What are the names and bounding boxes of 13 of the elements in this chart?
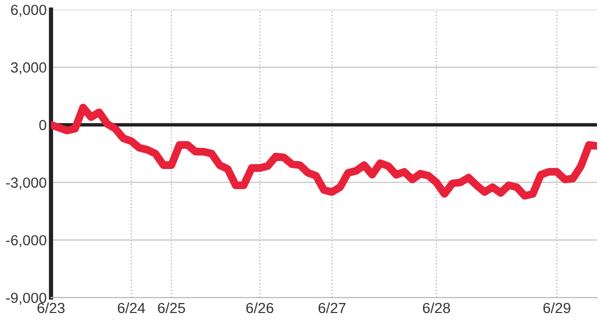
y-tick-label: 3,000	[10, 62, 46, 74]
x-tick-label: 6/24	[118, 302, 146, 314]
x-tick-label: 6/29	[543, 302, 570, 314]
x-tick-label: 6/27	[318, 302, 346, 314]
y-tick-label: 6,000	[11, 4, 46, 17]
y-tick-label: -9,000	[6, 292, 46, 305]
x-tick-label: 6/26	[246, 302, 274, 314]
y-tick-label: 0	[39, 120, 46, 130]
x-tick-label: 6/23	[38, 302, 65, 314]
y-tick-label: -6,000	[6, 235, 46, 248]
x-tick-label: 6/28	[422, 302, 450, 314]
x-tick-label: 6/25	[158, 302, 186, 314]
y-tick-label: -3,000	[6, 178, 46, 190]
